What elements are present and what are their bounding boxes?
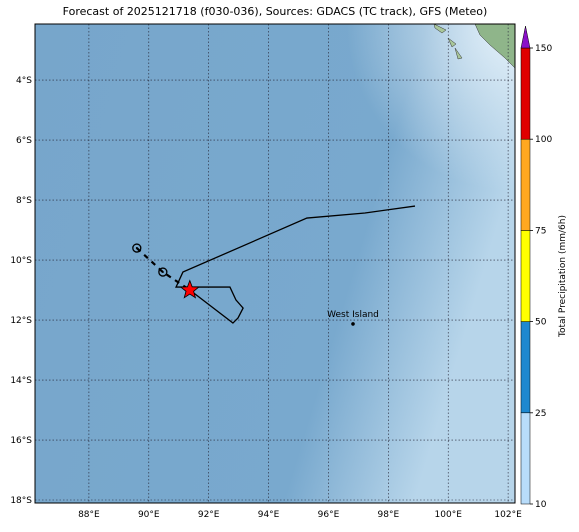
colorbar-tick-label: 50 bbox=[535, 318, 547, 328]
lat-tick-label: 8°S bbox=[16, 196, 32, 206]
place-marker bbox=[351, 322, 355, 326]
forecast-center bbox=[161, 271, 164, 274]
colorbar-segment bbox=[520, 230, 531, 322]
colorbar-tick-label: 150 bbox=[535, 44, 552, 54]
forecast-track bbox=[136, 247, 191, 291]
map-frame bbox=[34, 23, 516, 504]
title: Forecast of 2025121718 (f030-036), Sourc… bbox=[63, 5, 488, 18]
colorbar-tick-label: 75 bbox=[535, 226, 546, 236]
current-position bbox=[179, 279, 200, 299]
colorbar-segment bbox=[520, 412, 531, 505]
lon-tick-label: 102°E bbox=[494, 510, 522, 520]
colorbar-extend bbox=[520, 25, 531, 49]
map-layer: West Island bbox=[35, 24, 515, 503]
colorbar-tick-label: 25 bbox=[535, 409, 546, 419]
lon-tick-label: 100°E bbox=[435, 510, 463, 520]
lat-tick-label: 12°S bbox=[10, 316, 32, 326]
lat-tick-label: 4°S bbox=[16, 76, 32, 86]
lon-tick-label: 94°E bbox=[258, 510, 280, 520]
colorbar-segment bbox=[520, 321, 531, 414]
place-label: West Island bbox=[327, 310, 379, 320]
lon-tick-label: 98°E bbox=[378, 510, 400, 520]
forecast-position bbox=[158, 267, 168, 277]
lat-tick-label: 6°S bbox=[16, 136, 32, 146]
colorbar-segment bbox=[520, 47, 531, 140]
island bbox=[433, 23, 463, 60]
lon-tick-label: 88°E bbox=[78, 510, 100, 520]
lat-tick-label: 16°S bbox=[10, 436, 32, 446]
shallow-water bbox=[35, 24, 515, 503]
forecast-position bbox=[132, 243, 142, 253]
lat-tick-label: 10°S bbox=[10, 256, 32, 266]
lat-tick-label: 14°S bbox=[10, 376, 32, 386]
colorbar-tick-label: 100 bbox=[535, 135, 552, 145]
storm-track bbox=[175, 205, 416, 324]
colorbar-label: Total Precipitation (mm/6h) bbox=[558, 215, 568, 338]
lon-tick-label: 90°E bbox=[138, 510, 160, 520]
colorbar-segment bbox=[520, 138, 531, 231]
lon-tick-label: 96°E bbox=[318, 510, 340, 520]
lon-tick-label: 92°E bbox=[198, 510, 220, 520]
colorbar-tick-label: 10 bbox=[535, 500, 547, 510]
lat-tick-label: 18°S bbox=[10, 496, 32, 506]
forecast-center bbox=[135, 247, 138, 250]
